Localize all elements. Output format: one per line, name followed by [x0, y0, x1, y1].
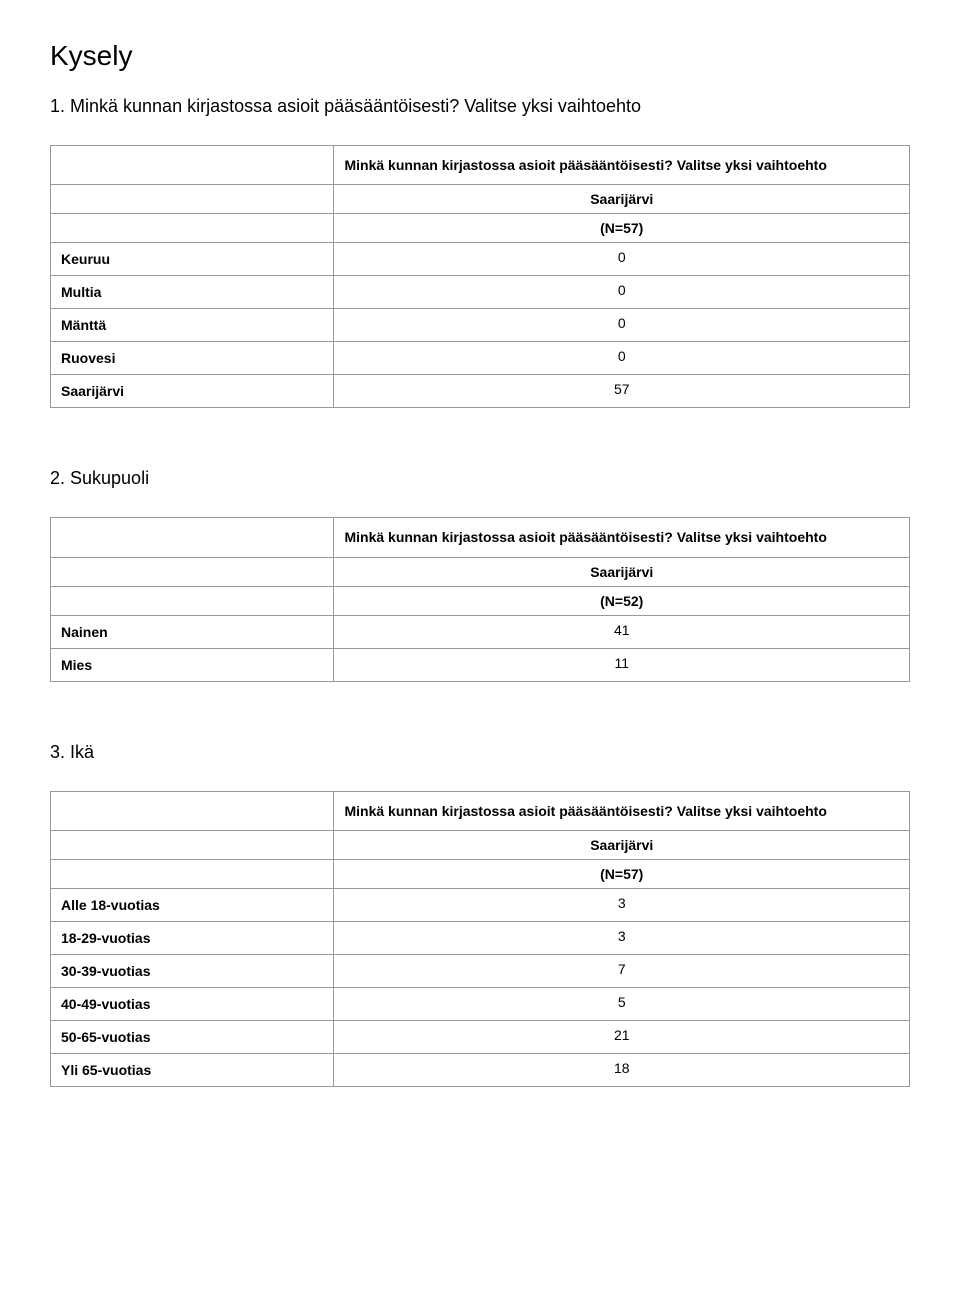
row-value: 0 — [334, 276, 910, 309]
question-title: 2. Sukupuoli — [50, 468, 910, 489]
table-header-text: Minkä kunnan kirjastossa asioit pääsäänt… — [334, 791, 910, 830]
row-label: Keuruu — [51, 243, 334, 276]
table-row: 40-49-vuotias5 — [51, 988, 910, 1021]
table-row: Multia0 — [51, 276, 910, 309]
row-label: Multia — [51, 276, 334, 309]
table-row: Ruovesi0 — [51, 342, 910, 375]
question-title: 3. Ikä — [50, 742, 910, 763]
n-label: (N=52) — [334, 586, 910, 615]
table-row: Nainen41 — [51, 615, 910, 648]
table-row: Mies11 — [51, 648, 910, 681]
table-row: 50-65-vuotias21 — [51, 1021, 910, 1054]
table-header-blank — [51, 518, 334, 557]
row-value: 11 — [334, 648, 910, 681]
table-header-blank — [51, 146, 334, 185]
table-row: Keuruu0 — [51, 243, 910, 276]
data-table: Minkä kunnan kirjastossa asioit pääsäänt… — [50, 791, 910, 1087]
row-label: 50-65-vuotias — [51, 1021, 334, 1054]
row-value: 21 — [334, 1021, 910, 1054]
row-label: 18-29-vuotias — [51, 922, 334, 955]
row-value: 0 — [334, 309, 910, 342]
page-title: Kysely — [50, 40, 910, 72]
data-table: Minkä kunnan kirjastossa asioit pääsäänt… — [50, 517, 910, 681]
header-text-label: Minkä kunnan kirjastossa asioit pääsäänt… — [344, 157, 826, 173]
region-label: Saarijärvi — [334, 557, 910, 586]
row-value: 3 — [334, 889, 910, 922]
table-subheader-blank — [51, 185, 334, 214]
table-row: Yli 65-vuotias18 — [51, 1054, 910, 1087]
table-n-blank — [51, 860, 334, 889]
data-table: Minkä kunnan kirjastossa asioit pääsäänt… — [50, 145, 910, 408]
row-value: 57 — [334, 375, 910, 408]
row-value: 0 — [334, 342, 910, 375]
question-section: 1. Minkä kunnan kirjastossa asioit pääsä… — [50, 96, 910, 408]
table-n-blank — [51, 214, 334, 243]
table-header-text: Minkä kunnan kirjastossa asioit pääsäänt… — [334, 518, 910, 557]
row-value: 0 — [334, 243, 910, 276]
row-label: Nainen — [51, 615, 334, 648]
row-value: 5 — [334, 988, 910, 1021]
table-subheader-blank — [51, 831, 334, 860]
table-row: 30-39-vuotias7 — [51, 955, 910, 988]
region-label: Saarijärvi — [334, 831, 910, 860]
row-label: Ruovesi — [51, 342, 334, 375]
question-section: 2. Sukupuoli Minkä kunnan kirjastossa asi… — [50, 468, 910, 681]
table-header-text: Minkä kunnan kirjastossa asioit pääsäänt… — [334, 146, 910, 185]
row-label: Yli 65-vuotias — [51, 1054, 334, 1087]
row-label: Saarijärvi — [51, 375, 334, 408]
row-label: 40-49-vuotias — [51, 988, 334, 1021]
table-n-blank — [51, 586, 334, 615]
row-label: Alle 18-vuotias — [51, 889, 334, 922]
n-label: (N=57) — [334, 860, 910, 889]
header-text-label: Minkä kunnan kirjastossa asioit pääsäänt… — [344, 529, 826, 545]
table-subheader-blank — [51, 557, 334, 586]
table-row: 18-29-vuotias3 — [51, 922, 910, 955]
n-label: (N=57) — [334, 214, 910, 243]
row-value: 41 — [334, 615, 910, 648]
question-section: 3. Ikä Minkä kunnan kirjastossa asioit pä… — [50, 742, 910, 1087]
row-label: Mänttä — [51, 309, 334, 342]
row-label: Mies — [51, 648, 334, 681]
table-row: Saarijärvi57 — [51, 375, 910, 408]
row-value: 18 — [334, 1054, 910, 1087]
row-value: 7 — [334, 955, 910, 988]
table-header-blank — [51, 791, 334, 830]
header-text-label: Minkä kunnan kirjastossa asioit pääsäänt… — [344, 803, 826, 819]
region-label: Saarijärvi — [334, 185, 910, 214]
table-row: Alle 18-vuotias3 — [51, 889, 910, 922]
question-title: 1. Minkä kunnan kirjastossa asioit pääsä… — [50, 96, 910, 117]
table-row: Mänttä0 — [51, 309, 910, 342]
row-label: 30-39-vuotias — [51, 955, 334, 988]
row-value: 3 — [334, 922, 910, 955]
